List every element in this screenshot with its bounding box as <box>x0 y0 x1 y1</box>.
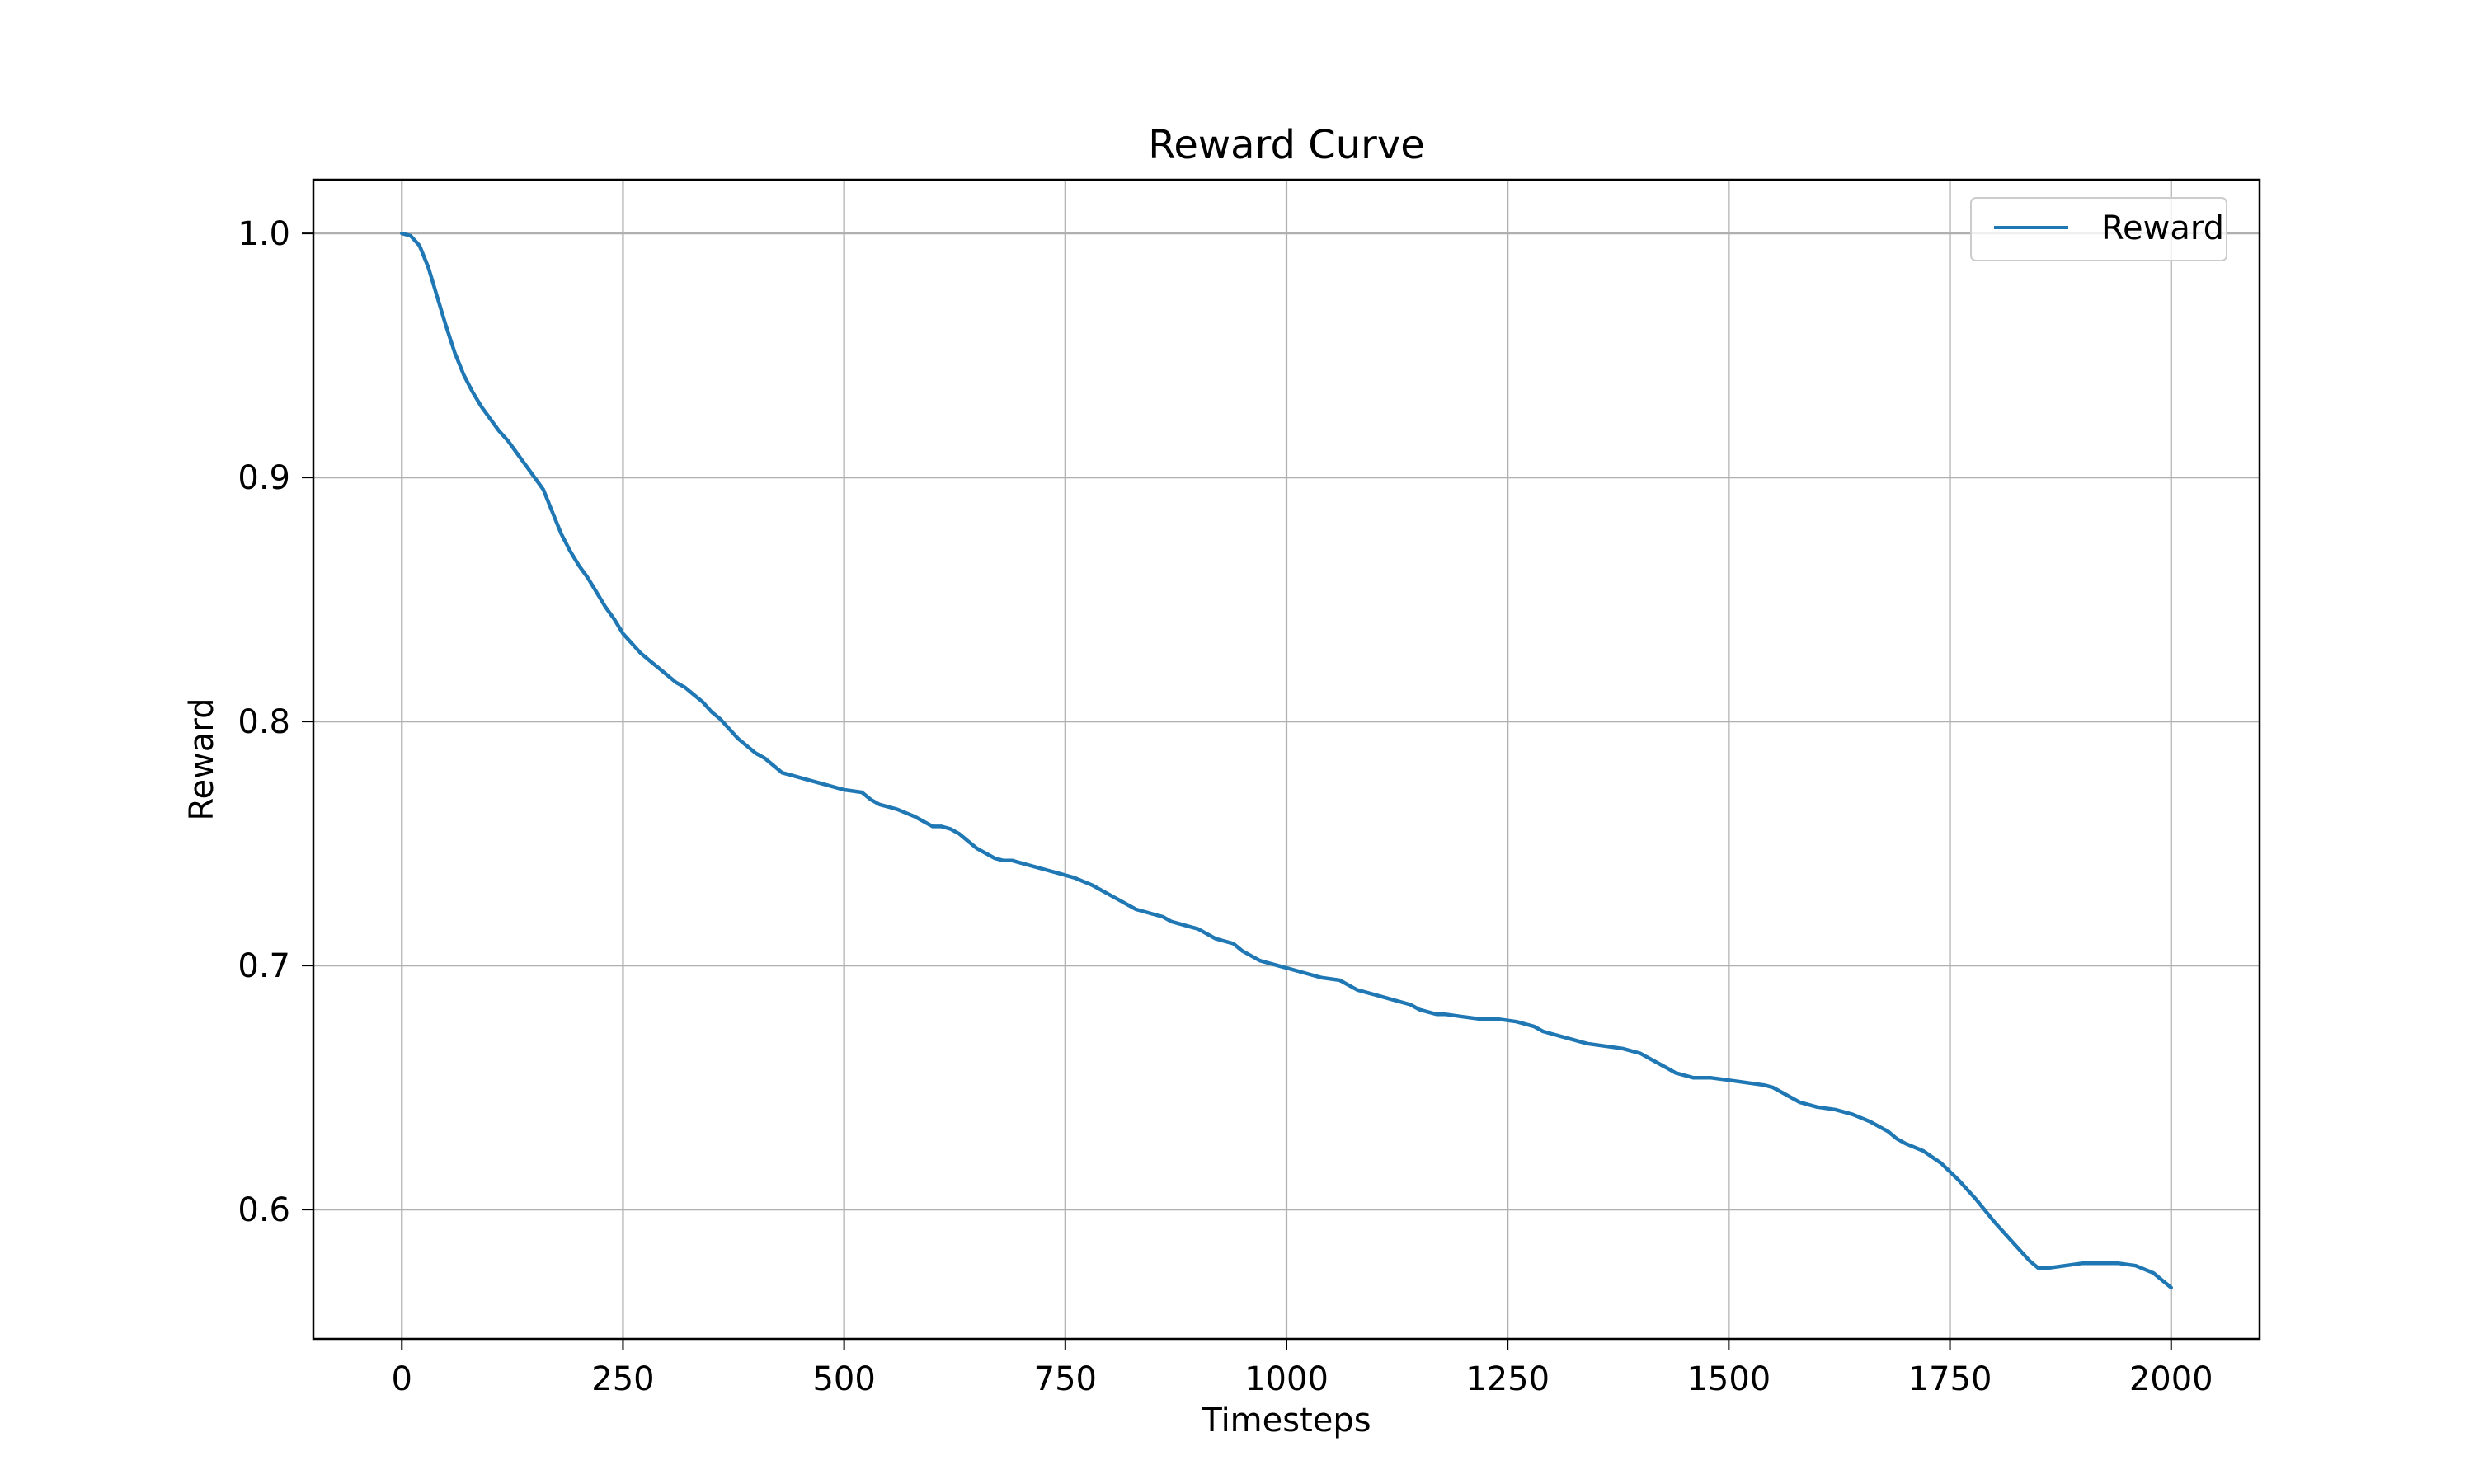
x-tick-label: 750 <box>1034 1360 1097 1398</box>
y-tick-label: 0.9 <box>238 459 290 497</box>
chart-title: Reward Curve <box>1148 122 1425 168</box>
legend-box <box>1970 197 2227 261</box>
legend: Reward <box>1970 197 2227 261</box>
y-tick-label: 0.8 <box>238 703 290 741</box>
y-tick-label: 0.7 <box>238 947 290 985</box>
y-tick-label: 1.0 <box>238 215 290 253</box>
y-axis-label: Reward <box>183 698 221 821</box>
x-tick-label: 2000 <box>2129 1360 2213 1398</box>
grid-lines <box>313 180 2260 1339</box>
x-tick-label: 0 <box>392 1360 412 1398</box>
x-tick-label: 1750 <box>1908 1360 1992 1398</box>
series-layer <box>400 231 2173 1290</box>
x-tick-label: 1000 <box>1244 1360 1329 1398</box>
y-tick-label: 0.6 <box>238 1191 290 1229</box>
x-tick-label: 1250 <box>1465 1360 1550 1398</box>
x-axis-label: Timesteps <box>1201 1402 1371 1439</box>
series-line-reward <box>400 231 2173 1290</box>
axis-ticks: 0 250 500 750 1000 1250 1500 1750 2000 0.6 0.7 0.8 0… <box>238 215 2213 1398</box>
legend-label-reward: Reward <box>2101 209 2224 247</box>
x-tick-label: 500 <box>812 1360 875 1398</box>
x-tick-label: 250 <box>591 1360 654 1398</box>
x-tick-label: 1500 <box>1686 1360 1771 1398</box>
